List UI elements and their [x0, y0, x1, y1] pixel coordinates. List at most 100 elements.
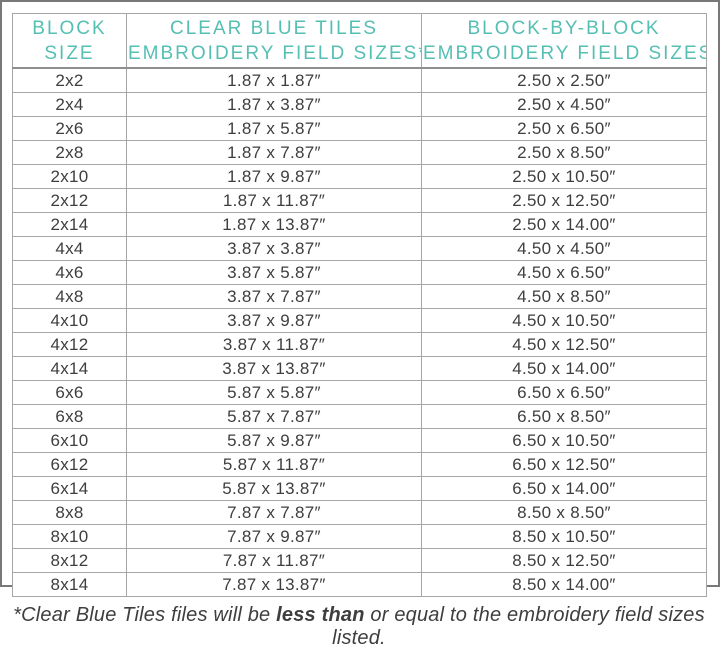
table-row: 8x10 7.87 x 9.87″ 8.50 x 10.50″: [12, 524, 707, 549]
block-size-cell: 4x10: [12, 308, 127, 333]
block-size-cell: 2x12: [12, 188, 127, 213]
table-row: 2x14 1.87 x 13.87″ 2.50 x 14.00″: [12, 212, 707, 237]
block-by-block-cell: 8.50 x 8.50″: [421, 500, 707, 525]
block-by-block-cell: 6.50 x 10.50″: [421, 428, 707, 453]
clear-blue-tiles-cell: 7.87 x 11.87″: [126, 548, 422, 573]
table-row: 4x10 3.87 x 9.87″ 4.50 x 10.50″: [12, 308, 707, 333]
column-header-block-by-block: BLOCK-BY-BLOCK EMBROIDERY FIELD SIZES: [421, 13, 707, 69]
block-size-cell: 8x8: [12, 500, 127, 525]
table-row: 6x14 5.87 x 13.87″ 6.50 x 14.00″: [12, 476, 707, 501]
block-by-block-cell: 2.50 x 14.00″: [421, 212, 707, 237]
block-by-block-cell: 2.50 x 4.50″: [421, 92, 707, 117]
header-line-2: SIZE: [44, 42, 95, 64]
block-size-cell: 2x8: [12, 140, 127, 165]
block-by-block-cell: 8.50 x 14.00″: [421, 572, 707, 597]
block-by-block-cell: 4.50 x 4.50″: [421, 236, 707, 261]
header-line-1: BLOCK-BY-BLOCK: [467, 17, 661, 39]
table-row: 2x6 1.87 x 5.87″ 2.50 x 6.50″: [12, 116, 707, 141]
block-size-cell: 6x10: [12, 428, 127, 453]
table-row: 6x10 5.87 x 9.87″ 6.50 x 10.50″: [12, 428, 707, 453]
block-by-block-cell: 8.50 x 12.50″: [421, 548, 707, 573]
block-size-cell: 2x10: [12, 164, 127, 189]
block-by-block-cell: 4.50 x 12.50″: [421, 332, 707, 357]
footnote: *Clear Blue Tiles files will be less tha…: [12, 604, 706, 650]
block-size-cell: 4x14: [12, 356, 127, 381]
clear-blue-tiles-cell: 1.87 x 5.87″: [126, 116, 422, 141]
block-size-cell: 2x2: [12, 67, 127, 93]
block-size-cell: 4x12: [12, 332, 127, 357]
clear-blue-tiles-cell: 5.87 x 11.87″: [126, 452, 422, 477]
block-size-cell: 8x14: [12, 572, 127, 597]
block-size-cell: 4x6: [12, 260, 127, 285]
block-size-cell: 2x4: [12, 92, 127, 117]
block-by-block-cell: 2.50 x 12.50″: [421, 188, 707, 213]
table-row: 4x6 3.87 x 5.87″ 4.50 x 6.50″: [12, 260, 707, 285]
block-by-block-cell: 4.50 x 6.50″: [421, 260, 707, 285]
table-row: 2x4 1.87 x 3.87″ 2.50 x 4.50″: [12, 92, 707, 117]
clear-blue-tiles-cell: 7.87 x 7.87″: [126, 500, 422, 525]
clear-blue-tiles-cell: 3.87 x 13.87″: [126, 356, 422, 381]
header-row: BLOCK SIZE CLEAR BLUE TILES EMBROIDERY F…: [12, 13, 707, 69]
table-row: 2x2 1.87 x 1.87″ 2.50 x 2.50″: [12, 67, 707, 93]
block-size-cell: 6x6: [12, 380, 127, 405]
clear-blue-tiles-cell: 1.87 x 3.87″: [126, 92, 422, 117]
block-by-block-cell: 6.50 x 14.00″: [421, 476, 707, 501]
table-row: 6x6 5.87 x 5.87″ 6.50 x 6.50″: [12, 380, 707, 405]
clear-blue-tiles-cell: 5.87 x 9.87″: [126, 428, 422, 453]
table-row: 4x4 3.87 x 3.87″ 4.50 x 4.50″: [12, 236, 707, 261]
table-row: 6x12 5.87 x 11.87″ 6.50 x 12.50″: [12, 452, 707, 477]
column-header-block-size: BLOCK SIZE: [12, 13, 127, 69]
table-row: 8x12 7.87 x 11.87″ 8.50 x 12.50″: [12, 548, 707, 573]
clear-blue-tiles-cell: 3.87 x 5.87″: [126, 260, 422, 285]
table-row: 2x12 1.87 x 11.87″ 2.50 x 12.50″: [12, 188, 707, 213]
header-line-2: EMBROIDERY FIELD SIZES: [423, 42, 707, 64]
clear-blue-tiles-cell: 5.87 x 7.87″: [126, 404, 422, 429]
table-row: 4x12 3.87 x 11.87″ 4.50 x 12.50″: [12, 332, 707, 357]
block-size-cell: 2x14: [12, 212, 127, 237]
table-row: 4x14 3.87 x 13.87″ 4.50 x 14.00″: [12, 356, 707, 381]
block-size-cell: 6x12: [12, 452, 127, 477]
block-by-block-cell: 6.50 x 8.50″: [421, 404, 707, 429]
clear-blue-tiles-cell: 3.87 x 3.87″: [126, 236, 422, 261]
block-by-block-cell: 2.50 x 6.50″: [421, 116, 707, 141]
table-row: 2x10 1.87 x 9.87″ 2.50 x 10.50″: [12, 164, 707, 189]
clear-blue-tiles-cell: 7.87 x 13.87″: [126, 572, 422, 597]
clear-blue-tiles-cell: 3.87 x 11.87″: [126, 332, 422, 357]
block-size-cell: 8x10: [12, 524, 127, 549]
block-size-cell: 8x12: [12, 548, 127, 573]
block-size-cell: 4x8: [12, 284, 127, 309]
clear-blue-tiles-cell: 5.87 x 13.87″: [126, 476, 422, 501]
clear-blue-tiles-cell: 1.87 x 11.87″: [126, 188, 422, 213]
table-row: 6x8 5.87 x 7.87″ 6.50 x 8.50″: [12, 404, 707, 429]
block-by-block-cell: 6.50 x 12.50″: [421, 452, 707, 477]
footnote-text-prefix: *Clear Blue Tiles files will be: [13, 604, 277, 626]
table-row: 2x8 1.87 x 7.87″ 2.50 x 8.50″: [12, 140, 707, 165]
clear-blue-tiles-cell: 7.87 x 9.87″: [126, 524, 422, 549]
block-by-block-cell: 8.50 x 10.50″: [421, 524, 707, 549]
clear-blue-tiles-cell: 1.87 x 9.87″: [126, 164, 422, 189]
clear-blue-tiles-cell: 1.87 x 1.87″: [126, 67, 422, 93]
block-by-block-cell: 2.50 x 2.50″: [421, 67, 707, 93]
block-size-cell: 6x14: [12, 476, 127, 501]
block-by-block-cell: 2.50 x 10.50″: [421, 164, 707, 189]
header-line-1: CLEAR BLUE TILES: [169, 17, 378, 39]
block-size-cell: 2x6: [12, 116, 127, 141]
clear-blue-tiles-cell: 1.87 x 13.87″: [126, 212, 422, 237]
block-by-block-cell: 6.50 x 6.50″: [421, 380, 707, 405]
block-size-cell: 4x4: [12, 236, 127, 261]
clear-blue-tiles-cell: 3.87 x 7.87″: [126, 284, 422, 309]
table-row: 4x8 3.87 x 7.87″ 4.50 x 8.50″: [12, 284, 707, 309]
block-by-block-cell: 4.50 x 14.00″: [421, 356, 707, 381]
block-by-block-cell: 4.50 x 10.50″: [421, 308, 707, 333]
block-by-block-cell: 2.50 x 8.50″: [421, 140, 707, 165]
clear-blue-tiles-cell: 5.87 x 5.87″: [126, 380, 422, 405]
table-row: 8x8 7.87 x 7.87″ 8.50 x 8.50″: [12, 500, 707, 525]
column-header-clear-blue-tiles: CLEAR BLUE TILES EMBROIDERY FIELD SIZES*: [126, 13, 422, 69]
header-line-2: EMBROIDERY FIELD SIZES*: [128, 42, 422, 64]
block-by-block-cell: 4.50 x 8.50″: [421, 284, 707, 309]
footnote-text-suffix: or equal to the embroidery field sizes l…: [332, 604, 705, 649]
header-line-1: BLOCK: [32, 17, 107, 39]
table-body: 2x2 1.87 x 1.87″ 2.50 x 2.50″ 2x4 1.87 x 3.8…: [12, 67, 707, 597]
clear-blue-tiles-cell: 1.87 x 7.87″: [126, 140, 422, 165]
